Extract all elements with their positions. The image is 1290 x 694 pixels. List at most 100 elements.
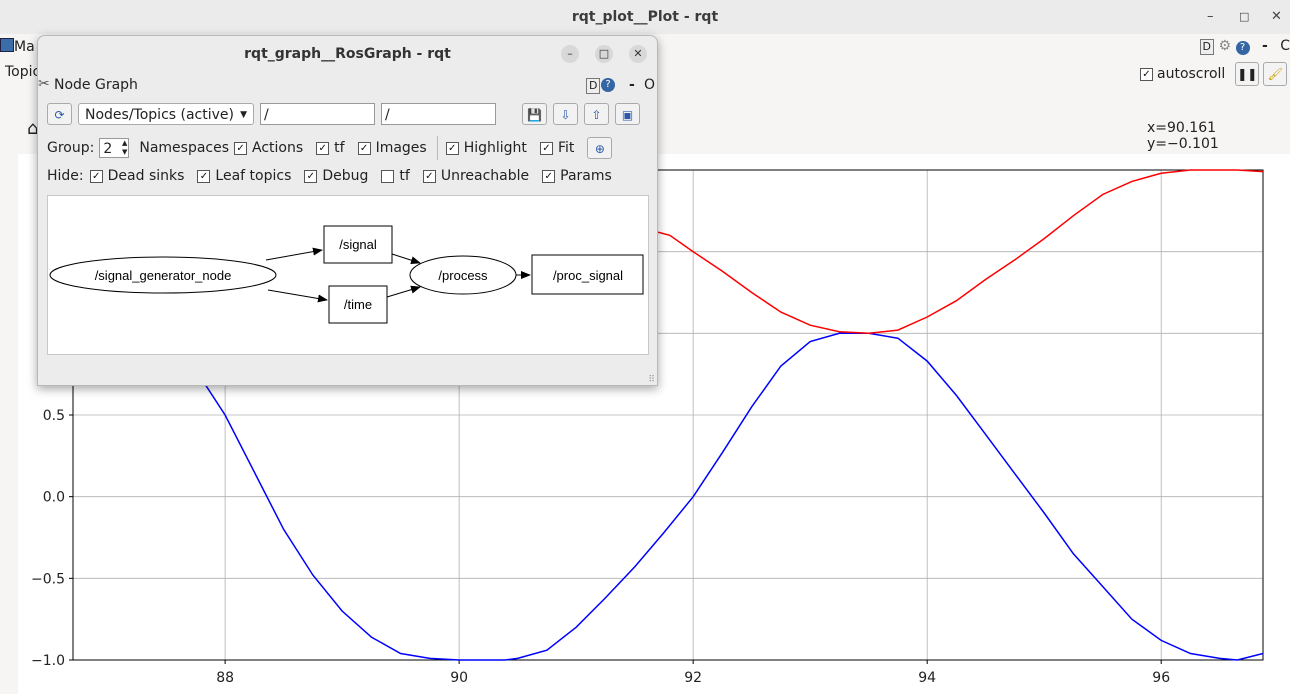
resize-grip-icon[interactable]: ⠿ — [648, 375, 655, 385]
rqt-graph-window: rqt_graph__RosGraph - rqt – □ ✕ ✂ Node G… — [37, 35, 658, 386]
refresh-icon[interactable]: ⟳ — [47, 103, 72, 125]
ros-graph-diagram[interactable]: /signal_generator_node /signal /time /pr… — [48, 196, 648, 354]
coordinate-readout: x=90.161 y=−0.101 — [1147, 120, 1219, 152]
leaf-topics-option: ✓ Leaf topics — [197, 168, 291, 184]
load-dot-icon[interactable]: ⇩ — [553, 103, 578, 125]
fit-option: ✓ Fit — [539, 140, 574, 156]
graph-window-titlebar: rqt_graph__RosGraph - rqt — [38, 36, 657, 72]
autoscroll-label: autoscroll — [1157, 66, 1226, 82]
plot-close-button[interactable]: ✕ — [1271, 9, 1282, 24]
hide-tf-checkbox[interactable] — [381, 169, 395, 183]
scissors-icon: ✂ — [38, 76, 50, 92]
hide-tf-label: tf — [399, 168, 410, 184]
autoscroll-checkbox[interactable]: ✓ — [1140, 67, 1153, 81]
node-filter-input[interactable]: / — [260, 103, 375, 125]
graph-toolbar: ⟳ Nodes/Topics (active) ▼ / / 💾 ⇩ ⇧ ▣ — [47, 103, 640, 125]
group-value: 2 — [103, 141, 113, 157]
node-signal-generator[interactable] — [49, 256, 277, 294]
clear-button[interactable]: 🖌 — [1263, 62, 1288, 86]
actions-checkbox[interactable]: ✓ — [234, 141, 248, 155]
dead-sinks-option: ✓ Dead sinks — [89, 168, 185, 184]
node-signal-generator-label: /signal_generator_node — [95, 268, 232, 283]
y-tick-label: 0.0 — [43, 490, 65, 506]
topic-time[interactable] — [328, 285, 388, 324]
save-icon[interactable]: 💾 — [522, 103, 547, 125]
node-graph-help-icon[interactable]: ? — [601, 78, 615, 92]
x-tick-label: 94 — [918, 670, 936, 686]
filter-mode-select[interactable]: Nodes/Topics (active) ▼ — [78, 103, 254, 125]
hide-options-row: Hide: ✓ Dead sinks ✓ Leaf topics ✓ Debug… — [47, 168, 625, 184]
highlight-label: Highlight — [463, 140, 527, 156]
topic-signal[interactable] — [323, 225, 393, 264]
dock-d-button[interactable]: D — [1199, 39, 1215, 55]
separator — [436, 136, 438, 160]
help-icon[interactable]: ? — [1235, 41, 1250, 55]
leaf-topics-checkbox[interactable]: ✓ — [197, 169, 211, 183]
y-tick-label: −0.5 — [31, 571, 65, 587]
topic-filter-input[interactable]: / — [381, 103, 496, 125]
dead-sinks-label: Dead sinks — [107, 168, 185, 184]
save-dot-icon[interactable]: ⇧ — [584, 103, 609, 125]
plugin-icon — [0, 38, 14, 52]
tf-label: tf — [334, 140, 345, 156]
node-graph-title: Node Graph — [54, 77, 138, 93]
node-graph-dock-button[interactable]: D — [586, 78, 601, 94]
plugin-minimize-button[interactable]: - — [1261, 38, 1268, 54]
debug-option: ✓ Debug — [304, 168, 368, 184]
plot-plugin-header: Ma — [0, 38, 35, 55]
node-process-label: /process — [438, 268, 488, 283]
namespaces-option: Namespaces ✓ Actions — [139, 140, 303, 156]
images-option: ✓ Images — [357, 140, 427, 156]
params-checkbox[interactable]: ✓ — [542, 169, 556, 183]
unreachable-checkbox[interactable]: ✓ — [422, 169, 436, 183]
chevron-down-icon: ▼ — [240, 110, 247, 120]
edge-generator-signal — [265, 247, 323, 261]
debug-label: Debug — [322, 168, 369, 184]
x-tick-label: 92 — [684, 670, 702, 686]
leaf-topics-label: Leaf topics — [215, 168, 292, 184]
topic-proc-signal[interactable] — [531, 254, 644, 295]
x-tick-label: 96 — [1152, 670, 1170, 686]
highlight-checkbox[interactable]: ✓ — [445, 141, 459, 155]
graph-maximize-button[interactable]: □ — [595, 45, 613, 63]
unreachable-option: ✓ Unreachable — [422, 168, 529, 184]
tf-checkbox[interactable]: ✓ — [316, 141, 330, 155]
node-graph-header: ✂ Node Graph D ? - O — [38, 76, 657, 96]
params-option: ✓ Params — [542, 168, 612, 184]
topic-label: Topic — [5, 64, 41, 80]
debug-checkbox[interactable]: ✓ — [304, 169, 318, 183]
zoom-fit-icon[interactable]: ⊕ — [587, 137, 613, 159]
spin-arrows-icon[interactable]: ▲ ▼ — [121, 139, 128, 156]
group-label: Group: — [47, 140, 95, 156]
images-checkbox[interactable]: ✓ — [357, 141, 371, 155]
y-tick-label: −1.0 — [31, 653, 65, 669]
graph-close-button[interactable]: ✕ — [629, 45, 647, 63]
plot-maximize-button[interactable]: □ — [1239, 10, 1250, 23]
node-graph-minimize-button[interactable]: - — [629, 77, 635, 93]
graph-window-title: rqt_graph__RosGraph - rqt — [244, 46, 451, 62]
params-label: Params — [560, 168, 612, 184]
pause-button[interactable]: ❚❚ — [1235, 62, 1260, 86]
group-spinbox[interactable]: 2 ▲ ▼ — [99, 138, 130, 158]
ros-graph-canvas[interactable]: /signal_generator_node /signal /time /pr… — [47, 195, 649, 355]
fit-checkbox[interactable]: ✓ — [539, 141, 553, 155]
x-tick-label: 90 — [450, 670, 468, 686]
images-label: Images — [375, 140, 427, 156]
filter-mode-value: Nodes/Topics (active) — [85, 107, 234, 123]
y-tick-label: 0.5 — [43, 408, 65, 424]
plugin-close-button[interactable]: C — [1280, 38, 1290, 54]
line-chart[interactable]: 88 90 92 94 96 0.5 0.0 −0.5 −1.0 — [18, 154, 1290, 694]
home-icon[interactable]: ⌂ — [27, 118, 39, 139]
plot-plugin-title: Ma — [14, 39, 35, 55]
dead-sinks-checkbox[interactable]: ✓ — [89, 169, 103, 183]
actions-label: Actions — [252, 140, 304, 156]
plot-minimize-button[interactable]: – — [1207, 9, 1214, 24]
node-graph-close-button[interactable]: O — [644, 77, 656, 93]
graph-minimize-button[interactable]: – — [561, 45, 579, 63]
plot-window-titlebar: rqt_plot__Plot - rqt — [0, 0, 1290, 34]
namespaces-label: Namespaces — [139, 140, 230, 156]
screenshot-icon[interactable]: ▣ — [615, 103, 640, 125]
hide-tf-option: tf — [381, 168, 410, 184]
series-line-2 — [458, 169, 1264, 335]
gear-icon[interactable]: ⚙ — [1218, 38, 1232, 54]
